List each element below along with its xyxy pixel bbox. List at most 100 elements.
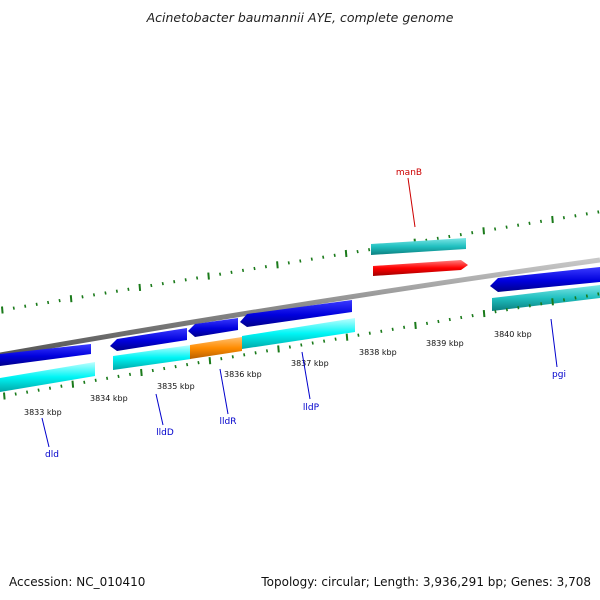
inner-tick [140,368,143,377]
outer-tick [12,306,15,310]
outer-tick [597,210,600,214]
outer-tick [115,289,118,293]
outer-tick [333,253,336,257]
outer-tick [196,276,199,280]
outer-tick [230,270,233,274]
feature-cyan-lldD [113,345,191,370]
outer-tick [517,223,520,227]
cds-arrow-dld [0,344,91,366]
ruler-label-3836: 3836 kbp [224,370,262,379]
outer-tick [436,236,439,241]
ruler-label-3839: 3839 kbp [426,339,464,348]
inner-tick [26,390,29,394]
inner-tick [482,310,486,318]
outer-tick [287,261,290,265]
outer-tick [539,219,543,224]
map-title: Acinetobacter baumannii AYE, complete ge… [146,10,454,25]
outer-tick [356,249,359,254]
outer-tick [505,225,508,229]
inner-tick [494,310,497,314]
outer-tick [322,255,325,259]
inner-tick [220,357,223,361]
inner-tick [574,296,577,300]
inner-tick [585,294,588,298]
cds-arrow-lldR [188,318,238,337]
backbone-line [0,257,600,358]
outer-tick [69,295,73,303]
outer-tick [299,259,302,263]
outer-tick [184,278,187,282]
inner-tick [60,384,63,388]
outer-tick [528,221,531,225]
outer-tick [585,212,588,216]
inner-tick [425,321,429,326]
inner-tick [106,376,109,380]
outer-tick [241,268,245,273]
inner-tick [174,364,177,369]
outer-tick [207,272,210,280]
feature-cyan-dld [0,362,95,392]
outer-tick [448,234,451,239]
inner-tick [71,380,75,388]
inner-tick [551,298,554,306]
inner-tick [265,349,269,353]
inner-tick [277,345,280,353]
inner-tick [528,304,531,308]
gene-label-lldD: lldD [156,428,174,438]
outer-tick [104,291,107,295]
gene-label-lldP: lldP [303,403,320,413]
inner-tick [323,339,326,343]
outer-tick [161,281,164,286]
inner-tick [540,302,543,306]
ruler-label-3837: 3837 kbp [291,359,329,368]
inner-tick [414,321,417,329]
inner-tick [505,308,508,312]
inner-tick [517,306,520,310]
accession-text: Accession: NC_010410 [9,575,145,589]
inner-tick [460,315,463,320]
outer-tick [47,300,50,305]
cds-arrow-lldP [240,300,352,327]
inner-tick [357,333,360,337]
feature-red-manB [373,260,468,276]
outer-tick [1,306,4,314]
inner-tick [37,388,40,392]
gene-label-dld: dld [45,450,59,460]
outer-tick [58,298,61,303]
outer-tick [471,231,474,235]
ruler-label-3835: 3835 kbp [157,382,195,391]
outer-tick [173,280,176,284]
inner-tick [448,317,451,322]
outer-tick [24,304,27,308]
leader-pgi [550,318,558,368]
outer-tick [92,293,96,297]
outer-tick [574,214,577,218]
outer-tick [310,257,313,261]
outer-tick [494,227,497,231]
outer-tick [562,216,565,220]
gene-label-lldR: lldR [220,417,237,427]
genome-summary-text: Topology: circular; Length: 3,936,291 bp… [260,575,591,589]
outer-tick [551,215,554,224]
inner-tick [562,298,566,302]
cds-arrow-pgi [490,267,600,292]
inner-tick [163,366,166,371]
inner-tick [403,325,406,329]
outer-tick [264,265,267,269]
inner-tick [391,327,394,331]
inner-tick [151,368,154,373]
gene-label-pgi: pgi [552,370,566,380]
inner-tick [243,353,246,357]
inner-tick [208,357,212,365]
inner-tick [128,372,132,377]
outer-tick [81,295,84,299]
inner-tick [437,319,440,324]
inner-tick [186,362,189,367]
inner-tick [117,374,120,379]
leader-dld [41,417,50,448]
inner-tick [597,292,600,296]
feature-cyan-lldP [242,318,355,349]
inner-tick [311,341,314,345]
inner-tick [334,337,337,341]
inner-tick [380,329,383,333]
